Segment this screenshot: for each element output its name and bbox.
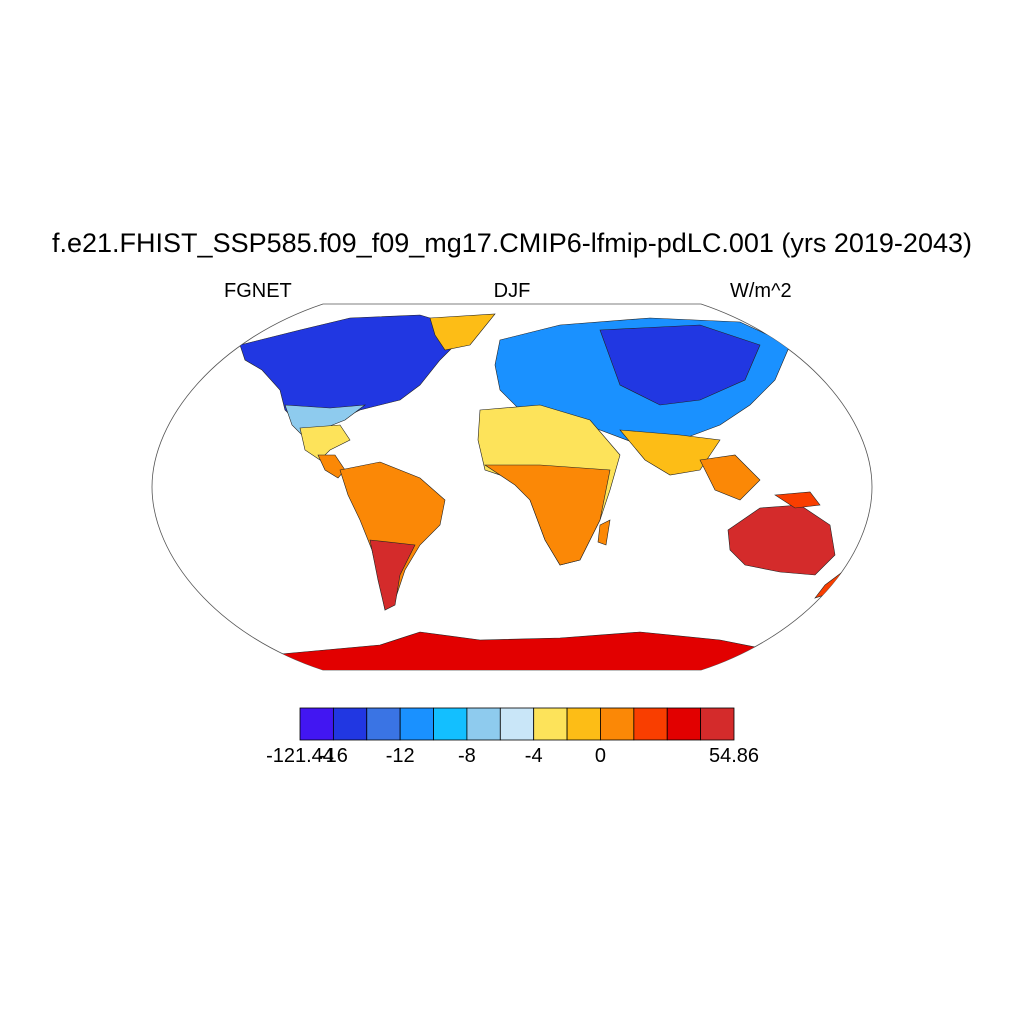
colorbar-swatch [332, 707, 368, 741]
madagascar [597, 519, 611, 546]
greenland [429, 313, 496, 351]
colorbar-swatch [299, 707, 334, 741]
colorbar-swatch [600, 707, 635, 741]
season-label: DJF [493, 280, 531, 302]
colorbar-swatch [399, 707, 434, 741]
southeast-asia [699, 454, 761, 501]
colorbar-tick-label: -121.44 [266, 745, 334, 767]
colorbar-tick-label: -12 [385, 745, 415, 767]
south-america-south [369, 539, 416, 611]
north-america-southern [299, 424, 351, 461]
colorbar-tick-label: -16 [318, 745, 348, 767]
colorbar-swatch [466, 707, 501, 741]
australia-landmass [727, 504, 836, 576]
colorbar-swatch [499, 707, 535, 741]
colorbar-swatch [700, 707, 735, 741]
colorbar-swatch [566, 707, 601, 741]
colorbar-swatch [633, 707, 668, 741]
south-america-landmass [339, 461, 446, 611]
colorbar-swatch [433, 707, 468, 741]
africa-central [484, 464, 611, 566]
colorbar-tick-label: 54.86 [708, 745, 760, 767]
variable-label: FGNET [224, 280, 292, 302]
colorbar-tick-label: -4 [524, 745, 543, 767]
antarctica [259, 631, 801, 670]
siberia [599, 324, 761, 406]
colorbar-swatch [366, 707, 401, 741]
colorbar-swatch [533, 707, 568, 741]
colorbar-tick-label: -8 [458, 745, 476, 767]
units-label: W/m^2 [730, 280, 792, 302]
new-guinea [774, 491, 821, 509]
plot-title: f.e21.FHIST_SSP585.f09_f09_mg17.CMIP6-lf… [52, 228, 972, 258]
south-asia [619, 429, 721, 476]
colorbar-swatch [666, 707, 702, 741]
colorbar-tick-label: 0 [594, 745, 607, 767]
